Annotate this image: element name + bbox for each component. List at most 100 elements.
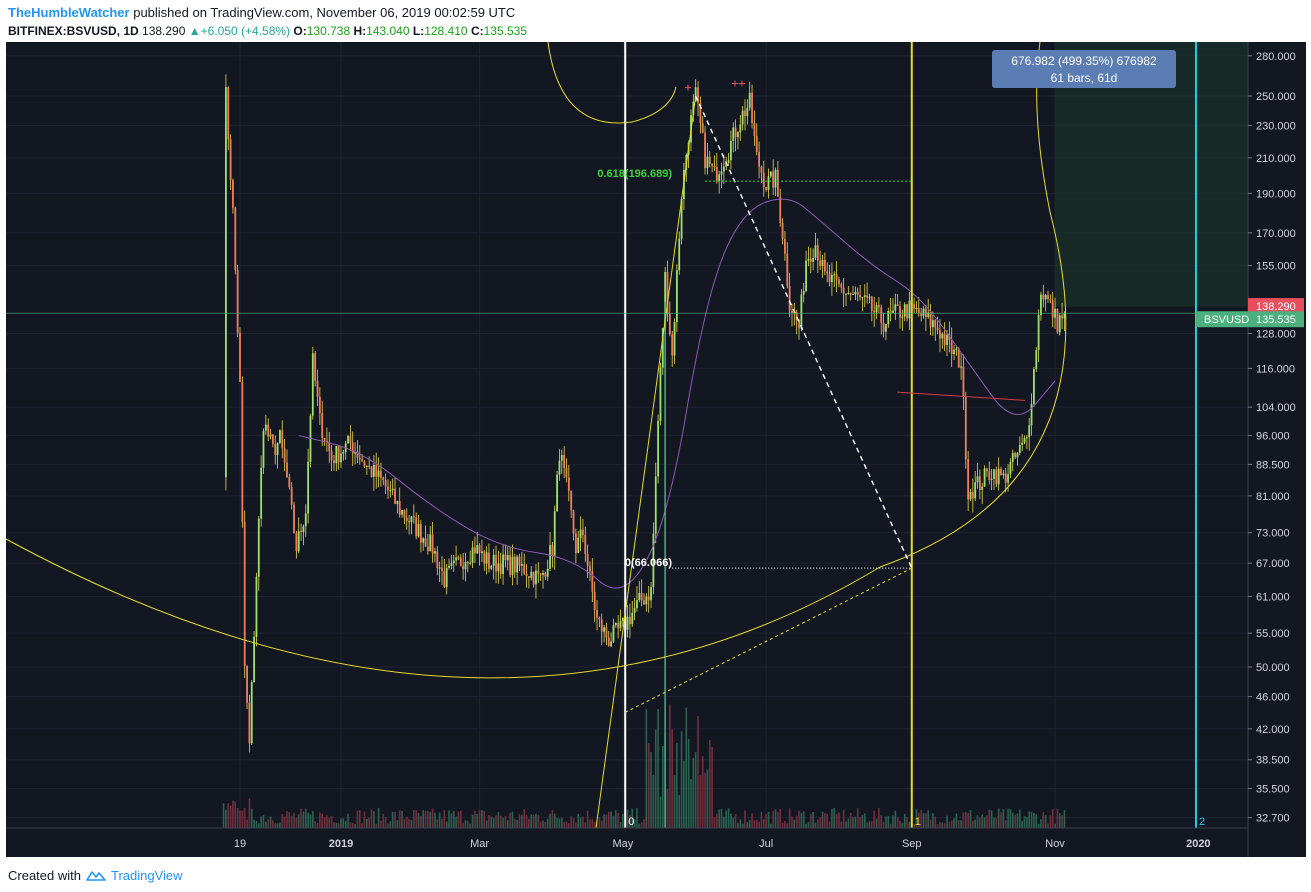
candle-body (314, 353, 317, 381)
volume-bar (936, 823, 939, 828)
candle-body (1037, 314, 1040, 350)
volume-bar (788, 808, 791, 828)
right-arc (879, 42, 1067, 568)
candle-body (295, 533, 298, 552)
candle-body (1002, 473, 1005, 476)
red-trend-line (896, 391, 1026, 401)
volume-bar (300, 808, 302, 828)
y-tick-label: 230.000 (1256, 121, 1296, 133)
volume-bar (323, 817, 326, 828)
x-tick-label: Mar (470, 838, 489, 850)
candle-body (584, 534, 587, 554)
candle-body (704, 132, 706, 169)
author-link[interactable]: TheHumbleWatcher (8, 5, 130, 20)
volume-bar (483, 810, 486, 828)
volume-bar (967, 813, 969, 828)
candle-body (523, 564, 526, 574)
candle-body (582, 529, 584, 535)
x-tick-label: 2019 (329, 838, 353, 850)
price-axis[interactable]: 280.000250.000230.000210.000190.000170.0… (1196, 42, 1306, 857)
volume-bar (793, 819, 796, 828)
volume-bar (826, 813, 829, 828)
volume-bar (781, 822, 784, 828)
volume-bar (840, 821, 843, 828)
candle-body (720, 171, 723, 175)
volume-bar (741, 823, 744, 828)
candle-body (511, 556, 514, 575)
candle-body (629, 616, 631, 625)
y-tick-label: 96.000 (1256, 431, 1290, 443)
candle-body (809, 258, 812, 262)
trend-line-up (595, 95, 697, 829)
candle-body (535, 570, 537, 585)
candle-body (429, 534, 432, 552)
candle-body (579, 529, 582, 538)
volume-bar (972, 821, 974, 828)
y-tick-label: 32.700 (1256, 813, 1290, 825)
candle-body (802, 291, 805, 295)
candle-body (882, 322, 885, 332)
candle-body (528, 576, 530, 578)
volume-bar (410, 819, 413, 828)
y-tick-label: 55.000 (1256, 628, 1290, 640)
candle-body (243, 521, 246, 667)
volume-bar (288, 812, 291, 828)
volume-bar (652, 774, 655, 828)
close-value: 135.535 (483, 24, 527, 38)
volume-bar (950, 820, 953, 828)
candle-body (450, 563, 453, 566)
volume-bar (824, 813, 826, 828)
candle-body (532, 571, 535, 585)
candle-body (769, 171, 772, 177)
candle-body (380, 470, 382, 478)
candle-body (257, 518, 260, 577)
volume-bar (685, 707, 688, 828)
volume-bar (227, 803, 230, 828)
volume-bar (441, 818, 443, 828)
candle-body (993, 469, 995, 479)
volume-bar (347, 813, 349, 828)
red-cross-marker (685, 84, 691, 91)
volume-bar (600, 820, 603, 828)
volume-bar (669, 704, 671, 828)
price-chart[interactable]: 0.618(196.689) 0(66.066) 0 1 2 676.982 (499.3… (0, 42, 1311, 857)
close-label: C: (470, 24, 484, 38)
candle-body (593, 591, 596, 610)
tradingview-brand[interactable]: TradingView (110, 867, 183, 883)
candle-body (866, 295, 869, 298)
volume-bar (835, 814, 838, 828)
volume-bar (248, 798, 251, 828)
volume-bar (556, 817, 558, 828)
time-axis[interactable]: 19 2019 Mar May Jul Sep Nov 2020 (6, 827, 1248, 850)
volume-bar (272, 820, 274, 828)
volume-bar (1002, 809, 1005, 828)
candle-body (1021, 442, 1024, 445)
y-tick-label: 250.000 (1256, 91, 1296, 103)
candle-body (753, 123, 756, 136)
volume-bar (1028, 811, 1031, 828)
volume-bar (737, 823, 739, 828)
volume-bar (880, 815, 883, 828)
candle-body (725, 162, 728, 167)
volume-bar (307, 812, 309, 828)
candle-body (659, 367, 662, 421)
candle-body (666, 271, 669, 314)
volume-bar (659, 796, 662, 828)
candle-body (798, 320, 800, 329)
volume-bar (330, 816, 333, 828)
volume-bar (1026, 816, 1028, 828)
volume-bar (979, 817, 981, 828)
candle-body (819, 260, 822, 267)
volume-bar (957, 820, 960, 828)
candle-body (499, 563, 502, 574)
volume-bar (878, 808, 880, 828)
volume-bar (464, 820, 467, 828)
candle-body (551, 545, 554, 556)
candle-body (821, 259, 824, 267)
candle-body (513, 556, 516, 573)
volume-bar (1035, 814, 1038, 828)
volume-bar (692, 757, 695, 828)
top-arc (547, 42, 677, 124)
volume-bar (762, 819, 765, 828)
candle-body (784, 239, 786, 254)
